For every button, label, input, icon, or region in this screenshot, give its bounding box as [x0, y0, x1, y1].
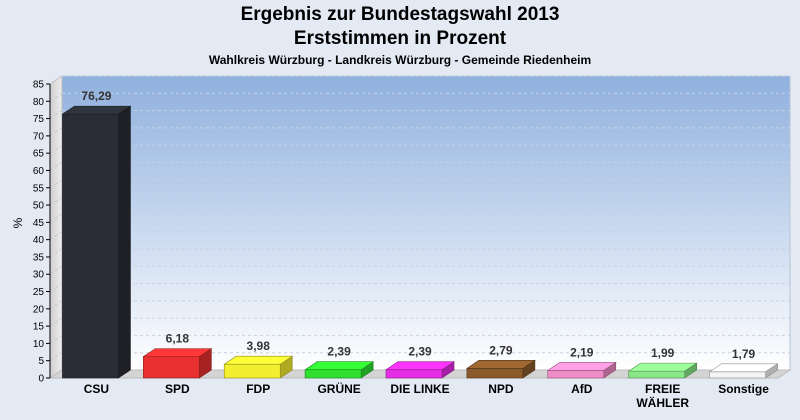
y-tick-label: 30 [33, 270, 45, 281]
chart-subtitle: Erststimmen in Prozent [293, 28, 507, 49]
gridline-side [49, 127, 63, 137]
bar-top [627, 362, 698, 372]
y-tick-label: 65 [33, 149, 45, 160]
data-label: 2,39 [408, 345, 432, 359]
y-tick-label: 20 [33, 304, 45, 315]
chart-caption: Wahlkreis Würzburg - Landkreis Würzburg … [208, 53, 592, 67]
data-label: 2,79 [489, 343, 513, 357]
data-label: 1,99 [651, 346, 675, 360]
gridline-side [49, 75, 63, 85]
data-label: 1,79 [732, 347, 756, 361]
x-tick-label: NPD [488, 382, 514, 396]
y-tick-label: 15 [33, 322, 45, 333]
left-wall [49, 75, 63, 379]
y-axis-label: % [11, 217, 25, 228]
bar [466, 368, 524, 379]
gridline-side [49, 283, 63, 292]
y-tick-label: 35 [33, 252, 45, 263]
x-tick-label: Sonstige [718, 382, 769, 396]
bar [547, 370, 605, 379]
y-tick-label: 85 [33, 80, 45, 91]
gridline-side [49, 248, 63, 258]
data-label: 76,29 [81, 89, 111, 103]
plot-background [61, 75, 791, 371]
x-tick-label: DIE LINKE [390, 382, 449, 396]
x-tick-label: CSU [84, 382, 109, 396]
bar-top [223, 355, 294, 365]
data-label: 2,19 [570, 345, 594, 359]
gridline-side [49, 110, 63, 120]
x-tick-label: FREIE [645, 382, 680, 396]
x-tick-label: SPD [165, 382, 190, 396]
y-tick-label: 50 [33, 201, 45, 212]
y-tick-label: 25 [33, 287, 45, 298]
y-tick-label: 80 [33, 97, 45, 108]
x-tick-label: GRÜNE [317, 381, 360, 396]
gridline-side [49, 265, 63, 275]
gridline-side [49, 317, 63, 327]
y-tick-label: 0 [38, 374, 44, 385]
bar-top [385, 361, 455, 371]
bar-top [304, 361, 375, 371]
bar-top [142, 348, 213, 357]
y-tick-label: 55 [33, 183, 45, 194]
bar [143, 356, 200, 379]
x-tick-label: AfD [571, 382, 593, 396]
gridline-side [49, 179, 63, 189]
bar [385, 369, 443, 379]
gridline-side [49, 213, 63, 223]
bar [62, 113, 119, 379]
gridline-side [49, 196, 63, 206]
y-tick-label: 45 [33, 218, 45, 229]
y-tick-label: 75 [33, 114, 45, 125]
gridline-side [49, 231, 63, 241]
gridline-side [49, 352, 63, 362]
bar [304, 369, 362, 379]
data-label: 6,18 [166, 332, 190, 346]
bar-top [546, 362, 617, 371]
gridline-side [49, 300, 63, 310]
bar [628, 370, 685, 379]
y-tick-label: 5 [38, 356, 44, 367]
gridline-side [49, 144, 63, 154]
bar-top [708, 363, 779, 373]
chart-title: Ergebnis zur Bundestagswahl 2013 [240, 4, 560, 25]
y-tick-label: 70 [33, 131, 45, 142]
y-tick-label: 40 [33, 235, 45, 246]
x-tick-label: WÄHLER [636, 395, 689, 410]
bar [223, 363, 281, 379]
y-tick-label: 60 [33, 166, 45, 177]
data-label: 3,98 [247, 339, 271, 353]
bar-top [61, 105, 132, 115]
bar-side [118, 105, 131, 379]
bar-top [465, 360, 536, 369]
gridline-side [49, 92, 63, 102]
gridline-side [49, 162, 63, 171]
data-label: 2,39 [327, 345, 351, 359]
gridline-side [49, 334, 63, 344]
y-tick-label: 10 [33, 339, 45, 350]
x-tick-label: FDP [246, 382, 270, 396]
bar [709, 371, 766, 379]
